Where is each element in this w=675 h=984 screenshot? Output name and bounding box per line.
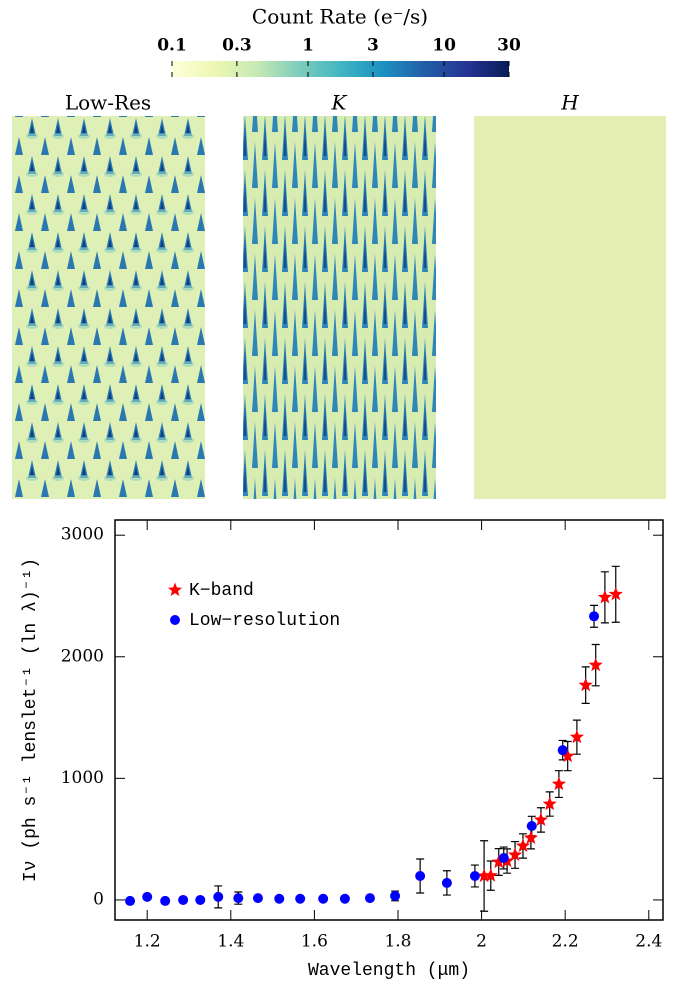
data-point: [233, 893, 244, 904]
data-point: [533, 812, 549, 826]
data-point: [295, 893, 306, 904]
data-point: [274, 893, 285, 904]
plot-frame: [114, 519, 664, 921]
colorbar-tick-label: 30: [497, 36, 521, 56]
image-panel: [474, 116, 666, 499]
colorbar-title: Count Rate (e⁻/s): [252, 5, 428, 29]
data-point: [477, 868, 492, 883]
data-point: [160, 895, 171, 906]
data-point: [578, 677, 593, 692]
data-point: [252, 893, 263, 904]
image-panel: [243, 116, 436, 499]
legend-label: K−band: [189, 581, 254, 601]
y-tick-label: 2000: [61, 646, 104, 666]
data-point: [142, 891, 153, 902]
data-point: [415, 870, 426, 881]
legend-marker: [170, 615, 180, 625]
colorbar-tick-label: 10: [432, 36, 456, 56]
data-point: [364, 893, 375, 904]
colorbar-tick-label: 0.1: [157, 36, 187, 56]
panel-title: H: [560, 91, 579, 115]
data-point: [469, 870, 480, 881]
data-point: [318, 893, 329, 904]
x-tick-label: 2.4: [635, 932, 662, 952]
data-point: [483, 868, 498, 882]
data-point: [608, 586, 623, 601]
data-point: [441, 877, 452, 888]
panel-title: Low-Res: [65, 91, 151, 115]
data-point: [178, 894, 189, 905]
data-point: [526, 821, 537, 832]
data-point: [551, 776, 567, 791]
y-tick-label: 1000: [61, 768, 104, 788]
data-point: [507, 847, 523, 861]
y-axis-label: Iν (ph s⁻¹ lenslet⁻¹ (ln λ)⁻¹): [21, 558, 41, 882]
data-point: [195, 894, 206, 905]
data-point: [339, 893, 350, 904]
data-point: [597, 589, 612, 604]
y-tick-label: 3000: [61, 525, 104, 545]
x-tick-label: 1.2: [134, 932, 161, 952]
data-point: [491, 854, 506, 869]
colorbar: [172, 61, 509, 77]
legend-marker: [167, 582, 183, 597]
colorbar-tick-label: 3: [367, 36, 379, 56]
x-tick-label: 1.4: [217, 932, 244, 952]
data-point: [213, 891, 224, 902]
data-point: [523, 830, 538, 844]
colorbar-tick-label: 0.3: [222, 36, 252, 56]
data-point: [557, 745, 568, 756]
data-point: [125, 895, 136, 906]
data-point: [390, 890, 401, 901]
data-point: [588, 657, 603, 672]
data-point: [515, 838, 531, 852]
data-point: [498, 852, 509, 863]
x-tick-label: 1.6: [301, 932, 328, 952]
x-tick-label: 2: [476, 932, 487, 952]
data-point: [560, 748, 575, 763]
data-point: [569, 729, 584, 744]
y-tick-label: 0: [93, 889, 104, 909]
colorbar-tick-label: 1: [302, 36, 314, 56]
legend-label: Low−resolution: [189, 611, 340, 631]
data-point: [589, 611, 600, 622]
x-axis-label: Wavelength (μm): [308, 961, 470, 981]
panel-title: K: [331, 91, 348, 115]
x-tick-label: 2.2: [552, 932, 579, 952]
image-panel: [12, 116, 205, 499]
data-point: [542, 796, 557, 811]
x-tick-label: 1.8: [384, 932, 411, 952]
